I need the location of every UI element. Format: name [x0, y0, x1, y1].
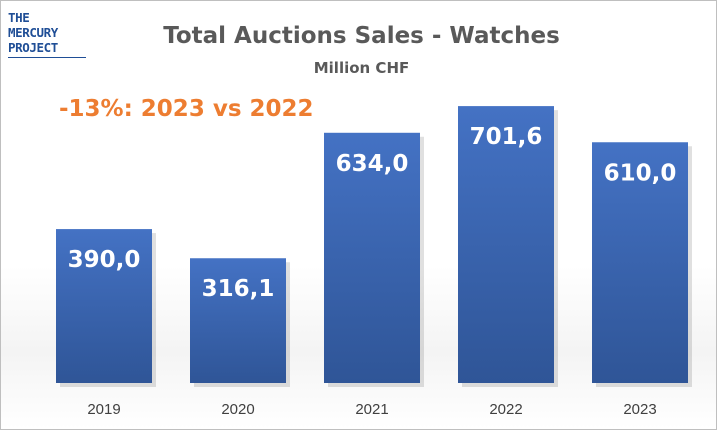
- x-tick-label-2019: 2019: [87, 401, 120, 418]
- logo-line: PROJECT: [8, 40, 58, 55]
- data-label-2021: 634,0: [336, 151, 409, 177]
- bar-2021: [324, 132, 420, 383]
- x-tick-label-2023: 2023: [623, 401, 656, 418]
- bar-2023: [592, 142, 688, 383]
- data-label-2019: 390,0: [68, 247, 141, 273]
- x-tick-label-2020: 2020: [221, 401, 254, 418]
- data-label-2022: 701,6: [470, 124, 543, 150]
- data-label-2023: 610,0: [604, 160, 677, 186]
- chart-subtitle: Million CHF: [313, 59, 410, 77]
- logo-underline: [8, 57, 86, 58]
- mercury-project-logo: THE MERCURY PROJECT: [8, 10, 86, 58]
- logo-line: THE: [8, 10, 30, 25]
- change-annotation: -13%: 2023 vs 2022: [59, 96, 314, 122]
- logo-line: MERCURY: [8, 25, 58, 40]
- bar-2022: [458, 106, 554, 383]
- x-tick-label-2022: 2022: [489, 401, 522, 418]
- data-label-2020: 316,1: [202, 276, 275, 302]
- x-tick-label-2021: 2021: [355, 401, 388, 418]
- bar-2019: [56, 229, 152, 383]
- chart-title: Total Auctions Sales - Watches: [163, 23, 560, 49]
- bar-2020: [190, 258, 286, 383]
